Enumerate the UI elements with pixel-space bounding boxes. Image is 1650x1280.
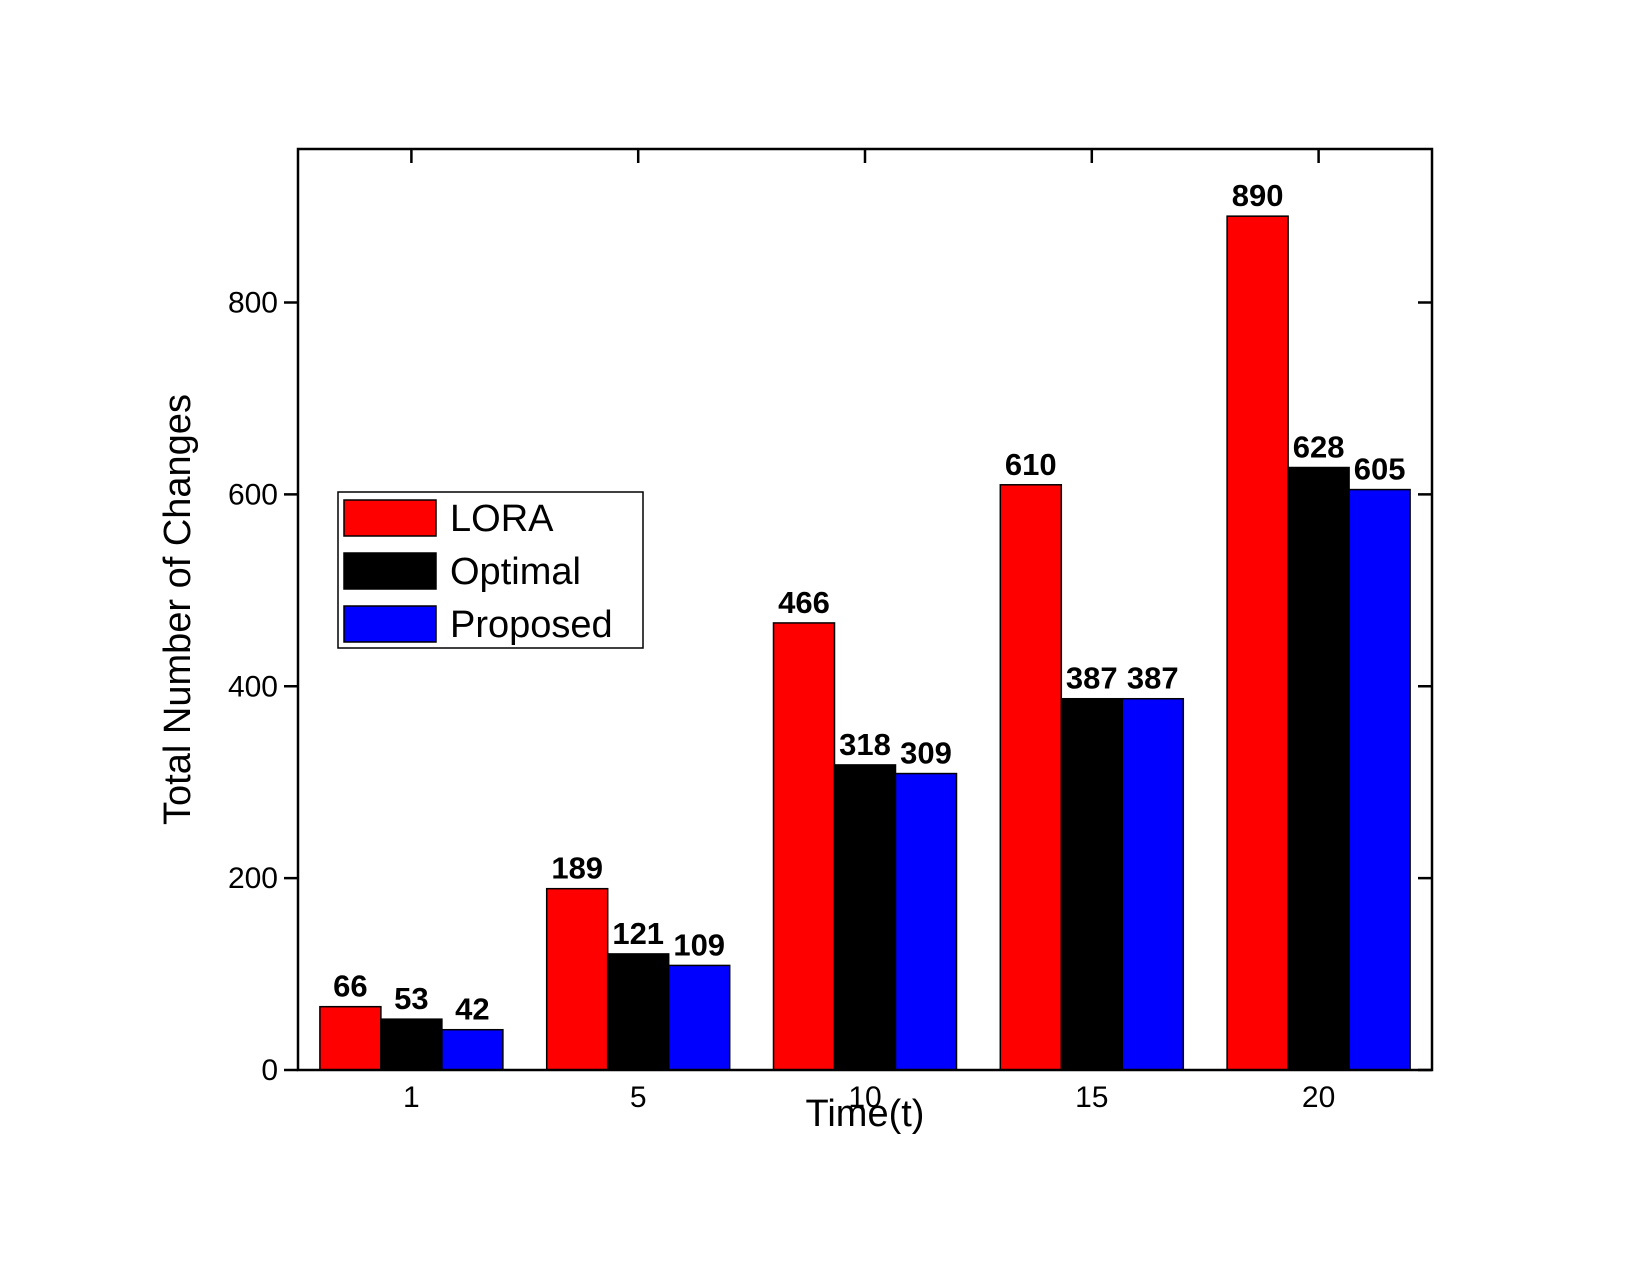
bar-lora-10 — [772, 622, 836, 1071]
data-label-optimal-5: 121 — [612, 916, 664, 951]
data-label-lora-1: 66 — [333, 969, 367, 1004]
legend-label-proposed: Proposed — [450, 604, 613, 646]
legend-label-optimal: Optimal — [450, 551, 581, 593]
legend: LORA Optimal Proposed — [337, 491, 644, 649]
y-axis-title: Total Number of Changes — [157, 394, 199, 825]
bar-lora-5 — [545, 887, 609, 1071]
y-tick-label: 200 — [228, 862, 278, 895]
y-tick-label: 0 — [261, 1054, 278, 1087]
data-label-optimal-20: 628 — [1293, 430, 1345, 465]
data-label-proposed-15: 387 — [1127, 661, 1179, 696]
data-labels-layer: 66 53 42 189 121 109 466 318 309 610 387 387 890 628 6… — [333, 178, 1405, 1027]
legend-label-lora: LORA — [450, 498, 554, 540]
data-label-proposed-1: 42 — [455, 992, 489, 1027]
data-label-proposed-5: 109 — [673, 927, 725, 962]
bar-optimal-20 — [1287, 466, 1350, 1071]
data-label-optimal-10: 318 — [839, 727, 891, 762]
x-tick-label: 20 — [1302, 1081, 1335, 1114]
bar-proposed-5 — [667, 964, 731, 1071]
data-label-lora-5: 189 — [551, 851, 603, 886]
x-tick-label: 10 — [848, 1081, 881, 1114]
bar-proposed-15 — [1121, 697, 1185, 1071]
data-label-lora-20: 890 — [1232, 178, 1284, 213]
bar-optimal-10 — [833, 764, 897, 1071]
bar-proposed-20 — [1348, 488, 1411, 1071]
x-tick-label: 15 — [1075, 1081, 1108, 1114]
data-label-optimal-15: 387 — [1066, 661, 1118, 696]
y-tick-label: 800 — [228, 287, 278, 320]
bar-lora-1 — [319, 1005, 382, 1071]
legend-swatch-optimal — [343, 552, 437, 590]
y-tick-label: 600 — [228, 478, 278, 511]
bars-layer — [319, 215, 1411, 1071]
data-label-proposed-20: 605 — [1354, 452, 1406, 487]
legend-swatch-proposed — [343, 605, 437, 643]
x-tick-label: 5 — [630, 1081, 647, 1114]
bar-proposed-10 — [894, 772, 958, 1071]
data-label-proposed-10: 309 — [900, 736, 952, 771]
x-axis-title: Time(t) — [806, 1093, 925, 1135]
bar-lora-15 — [999, 484, 1063, 1071]
bar-optimal-15 — [1060, 697, 1124, 1071]
bar-lora-20 — [1226, 215, 1289, 1071]
bar-optimal-5 — [606, 953, 670, 1071]
legend-swatch-lora — [343, 499, 437, 537]
bar-proposed-1 — [441, 1028, 504, 1071]
data-label-lora-10: 466 — [778, 585, 830, 620]
x-tick-label: 1 — [403, 1081, 420, 1114]
y-tick-label: 400 — [228, 670, 278, 703]
data-label-lora-15: 610 — [1005, 447, 1057, 482]
data-label-optimal-1: 53 — [394, 981, 428, 1016]
